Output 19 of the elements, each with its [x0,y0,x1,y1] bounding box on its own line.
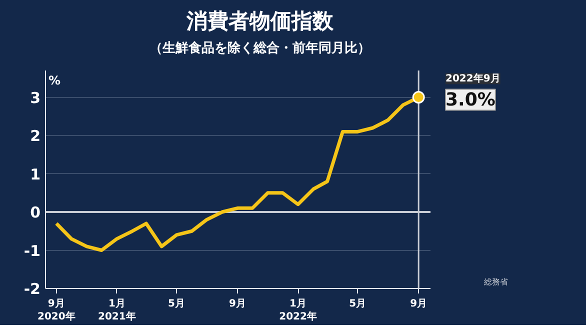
text: 2022年9月 [446,72,500,84]
x-tick-label: 9月 [229,298,246,310]
y-tick-label: -2 [24,280,41,298]
chart-title: 消費者物価指数 [185,8,334,35]
x-tick-label: 5月 [349,298,366,310]
x-tick-label: 5月 [168,298,185,310]
y-tick-label: 0 [30,204,40,222]
y-tick-label: 2 [30,127,40,146]
data-label: 3.0% [446,89,496,110]
x-tick-label: 9月 2020年 [38,298,76,323]
text: 総務省 [483,278,508,286]
y-tick-label: -1 [24,242,41,260]
x-tick-label: 1月 2021年 [98,298,136,323]
chart-subtitle: （生鮮食品を除く総合・前年同月比） [148,40,372,58]
y-axis-title: % [48,74,61,88]
y-tick-label: 3 [30,88,40,107]
y-tick-label: 1 [30,165,40,184]
x-tick-label: 9月 [410,298,428,310]
x-tick-label: 1月 2022年 [279,298,317,323]
